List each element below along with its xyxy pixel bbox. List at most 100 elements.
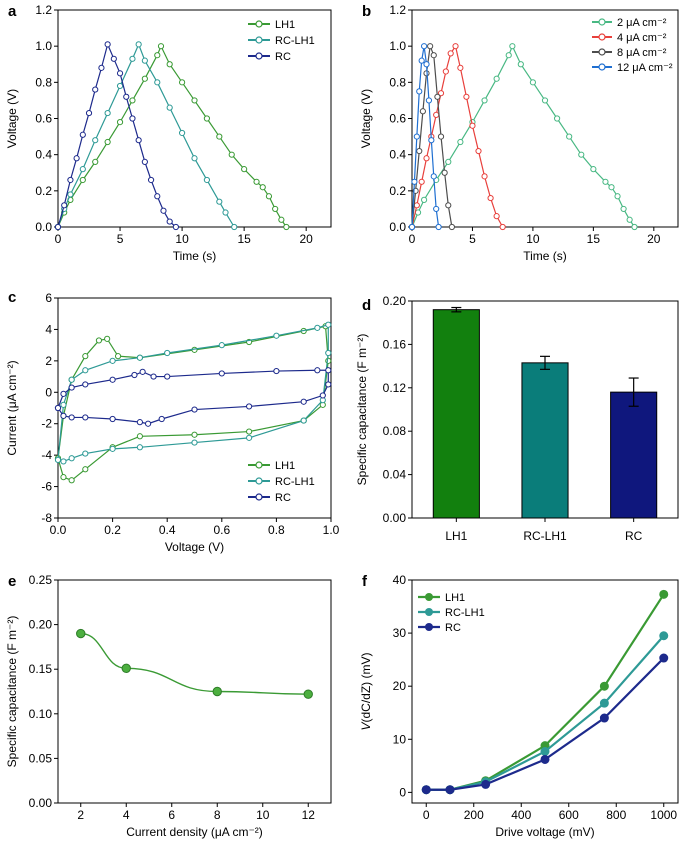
y-axis-label-italic: V	[359, 722, 373, 731]
data-point	[300, 398, 307, 405]
x-tick-label: 400	[511, 808, 531, 822]
data-point	[82, 367, 89, 374]
data-point	[203, 176, 211, 184]
x-tick-label: 12	[302, 808, 316, 822]
series-line	[57, 44, 287, 228]
data-point	[413, 133, 420, 140]
data-point	[434, 93, 441, 100]
data-point	[259, 184, 266, 191]
x-axis-label: Voltage (V)	[165, 540, 224, 554]
x-tick-label: 1000	[650, 808, 677, 822]
data-point	[79, 166, 86, 173]
y-tick-label: 30	[393, 626, 407, 640]
legend-label: 8 μA cm⁻²	[617, 47, 667, 59]
data-point	[104, 138, 111, 146]
data-point	[191, 431, 198, 438]
data-point	[430, 173, 437, 180]
data-point	[416, 147, 423, 155]
data-point	[540, 746, 550, 756]
y-tick-label: 0.6	[35, 112, 52, 126]
data-point	[104, 41, 111, 48]
data-point	[441, 169, 448, 176]
data-point	[481, 779, 491, 789]
y-tick-label: 0.12	[383, 381, 407, 395]
data-point	[437, 90, 445, 97]
x-tick-label: 600	[559, 808, 579, 822]
y-tick-label: 0.4	[389, 148, 406, 162]
data-point	[95, 337, 103, 344]
data-point	[172, 223, 179, 231]
x-tick-label: 10	[175, 232, 189, 246]
x-tick-label: 10	[256, 808, 270, 822]
data-point	[303, 689, 313, 699]
x-tick-label: 800	[606, 808, 626, 822]
y-tick-label: 0.6	[389, 112, 406, 126]
data-point	[445, 202, 452, 209]
data-point	[67, 176, 74, 184]
data-point	[68, 376, 75, 383]
data-point	[325, 381, 332, 388]
data-point	[54, 404, 62, 412]
y-tick-label: 0.2	[389, 184, 406, 198]
legend-marker	[598, 63, 606, 71]
data-point	[164, 349, 171, 357]
data-point	[54, 456, 62, 463]
data-point	[144, 420, 152, 427]
y-axis-label: Specific capacitance (F m⁻²)	[355, 334, 369, 486]
data-point	[157, 43, 165, 50]
data-point	[116, 70, 124, 77]
data-point	[540, 754, 550, 764]
data-point	[68, 414, 75, 421]
data-point	[437, 133, 445, 140]
data-point	[109, 376, 116, 383]
data-point	[147, 176, 155, 184]
data-point	[68, 455, 75, 462]
panel-c: 0.0 0.2 0.4 0.6 0.8 1.0 -8 -6 -4 -2 0 2 4 6 c Voltage (…	[5, 289, 340, 554]
y-tick-label: -4	[41, 448, 52, 462]
data-point	[222, 209, 229, 216]
legend-marker	[255, 36, 263, 44]
y-tick-label: 0.04	[383, 468, 407, 482]
data-point	[430, 52, 437, 59]
legend-marker	[425, 623, 433, 631]
data-point	[178, 79, 186, 86]
category-label: LH1	[445, 529, 467, 543]
x-tick-label: 15	[587, 232, 601, 246]
data-point	[135, 41, 142, 48]
data-point	[191, 97, 198, 104]
data-point	[158, 415, 165, 423]
data-point	[73, 155, 80, 162]
legend-label: RC	[445, 622, 461, 634]
legend-label: RC	[275, 492, 291, 504]
series-line	[57, 323, 329, 463]
data-point	[216, 198, 223, 205]
y-tick-label: -2	[41, 417, 52, 431]
data-point	[442, 68, 449, 75]
data-point	[445, 785, 455, 795]
data-point	[139, 368, 146, 375]
y-axis-label-rest: (dC/dZ) (mV)	[359, 652, 373, 722]
y-axis-label: Current (μA cm⁻²)	[5, 360, 19, 455]
legend-label: 2 μA cm⁻²	[617, 17, 667, 29]
data-point	[129, 55, 136, 62]
data-point	[420, 43, 428, 50]
data-point	[60, 401, 67, 408]
data-point	[319, 392, 326, 399]
x-tick-label: 0.6	[213, 523, 230, 537]
data-point	[203, 115, 211, 122]
data-point	[79, 131, 86, 138]
series-line	[426, 635, 665, 791]
data-point	[273, 367, 280, 375]
data-point	[154, 193, 161, 200]
x-tick-label: 0	[423, 808, 430, 822]
data-point	[413, 202, 420, 209]
data-point	[452, 43, 459, 50]
data-point	[82, 353, 89, 360]
y-tick-label: 0.0	[35, 220, 52, 234]
data-point	[499, 223, 506, 231]
data-point	[116, 82, 124, 90]
data-point	[60, 412, 67, 419]
series-line	[411, 43, 453, 228]
data-point	[61, 202, 68, 209]
data-point	[54, 223, 62, 231]
